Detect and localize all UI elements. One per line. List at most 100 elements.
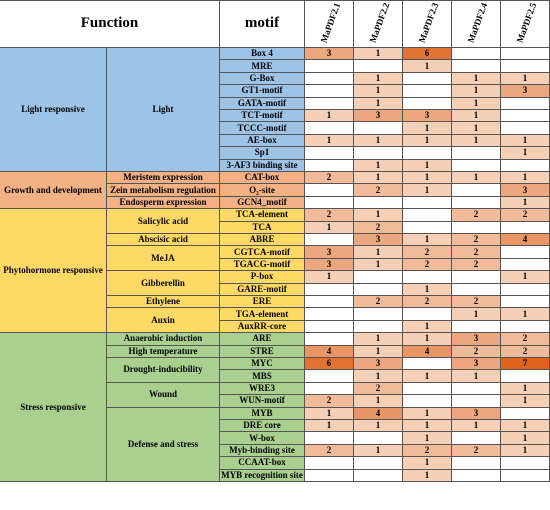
gene-header-cell [305, 0, 354, 48]
count-cell: 3 [354, 110, 403, 123]
motif: WRE3 [220, 382, 305, 396]
count-cell: 1 [452, 97, 501, 110]
motif: ABRE [220, 234, 305, 247]
count-cell [305, 370, 354, 383]
motif: AE-box [220, 134, 305, 148]
count-cell: 1 [305, 271, 354, 284]
subfunction: Anaerobic induction [107, 333, 220, 346]
count-cell [403, 72, 452, 86]
count-cell [501, 159, 550, 172]
count-cell: 6 [403, 48, 452, 61]
motif: GT1-motif [220, 85, 305, 98]
subfunction: Meristem expression [107, 172, 220, 185]
count-cell [403, 358, 452, 371]
motif-header: motif [220, 0, 305, 48]
count-cell: 1 [305, 134, 354, 148]
count-cell: 1 [501, 147, 550, 160]
count-cell [354, 196, 403, 210]
function: Phytohormone responsive [0, 209, 107, 334]
count-cell: 1 [452, 110, 501, 123]
count-cell [452, 457, 501, 470]
count-cell: 1 [403, 432, 452, 445]
count-cell [452, 159, 501, 172]
motif: W-box [220, 432, 305, 445]
subfunction: MeJA [107, 246, 220, 272]
count-cell [354, 308, 403, 321]
count-cell: 1 [354, 333, 403, 346]
count-cell: 1 [452, 420, 501, 433]
count-cell [403, 85, 452, 98]
motif: ARE [220, 333, 305, 346]
count-cell: 1 [452, 172, 501, 185]
count-cell [452, 196, 501, 210]
count-cell [305, 60, 354, 73]
motif: P-box [220, 271, 305, 284]
count-cell: 2 [305, 395, 354, 408]
count-cell: 1 [452, 122, 501, 135]
subfunction: Salicylic acid [107, 209, 220, 234]
count-cell: 2 [403, 258, 452, 272]
count-cell: 1 [354, 209, 403, 222]
count-cell: 2 [403, 444, 452, 458]
count-cell [403, 196, 452, 210]
motif: DRE core [220, 420, 305, 433]
count-cell: 1 [305, 221, 354, 234]
motif: AuxRR-core [220, 320, 305, 334]
count-cell: 4 [305, 345, 354, 358]
motif: CAT-box [220, 172, 305, 185]
count-cell: 2 [452, 296, 501, 309]
count-cell [305, 159, 354, 172]
function-header: Function [0, 0, 220, 48]
count-cell: 2 [403, 296, 452, 309]
count-cell: 1 [403, 320, 452, 334]
count-cell: 1 [403, 420, 452, 433]
motif: STRE [220, 345, 305, 358]
function: Light responsive [0, 48, 107, 172]
count-cell: 4 [354, 407, 403, 420]
count-cell: 2 [452, 258, 501, 272]
count-cell: 1 [452, 134, 501, 148]
count-cell: 3 [354, 358, 403, 371]
count-cell: 1 [354, 48, 403, 61]
count-cell: 1 [501, 271, 550, 284]
count-cell [305, 283, 354, 296]
count-cell: 1 [452, 308, 501, 321]
count-cell: 1 [501, 382, 550, 396]
count-cell: 1 [305, 110, 354, 123]
count-cell [305, 333, 354, 346]
count-cell [501, 469, 550, 482]
subfunction: Ethylene [107, 296, 220, 309]
count-cell [452, 60, 501, 73]
count-cell: 3 [305, 48, 354, 61]
count-cell: 2 [452, 345, 501, 358]
count-cell: 7 [501, 358, 550, 371]
count-cell [305, 72, 354, 86]
count-cell [354, 432, 403, 445]
count-cell [501, 48, 550, 61]
count-cell [501, 258, 550, 272]
count-cell [501, 97, 550, 110]
count-cell [305, 469, 354, 482]
motif: TCA [220, 221, 305, 234]
count-cell [354, 60, 403, 73]
count-cell: 6 [305, 358, 354, 371]
count-cell: 3 [305, 246, 354, 259]
motif: TCA-element [220, 209, 305, 222]
count-cell [452, 147, 501, 160]
count-cell [452, 395, 501, 408]
count-cell: 1 [501, 196, 550, 210]
subfunction: Endosperm expression [107, 196, 220, 210]
count-cell: 1 [501, 134, 550, 148]
motif: MRE [220, 60, 305, 73]
count-cell: 1 [501, 308, 550, 321]
count-cell [501, 110, 550, 123]
count-cell: 1 [501, 172, 550, 185]
count-cell [501, 283, 550, 296]
count-cell: 1 [305, 420, 354, 433]
motif: TCT-motif [220, 110, 305, 123]
motif: GCN4_motif [220, 196, 305, 210]
count-cell: 1 [403, 283, 452, 296]
subfunction: Gibberellin [107, 271, 220, 296]
count-cell [501, 370, 550, 383]
